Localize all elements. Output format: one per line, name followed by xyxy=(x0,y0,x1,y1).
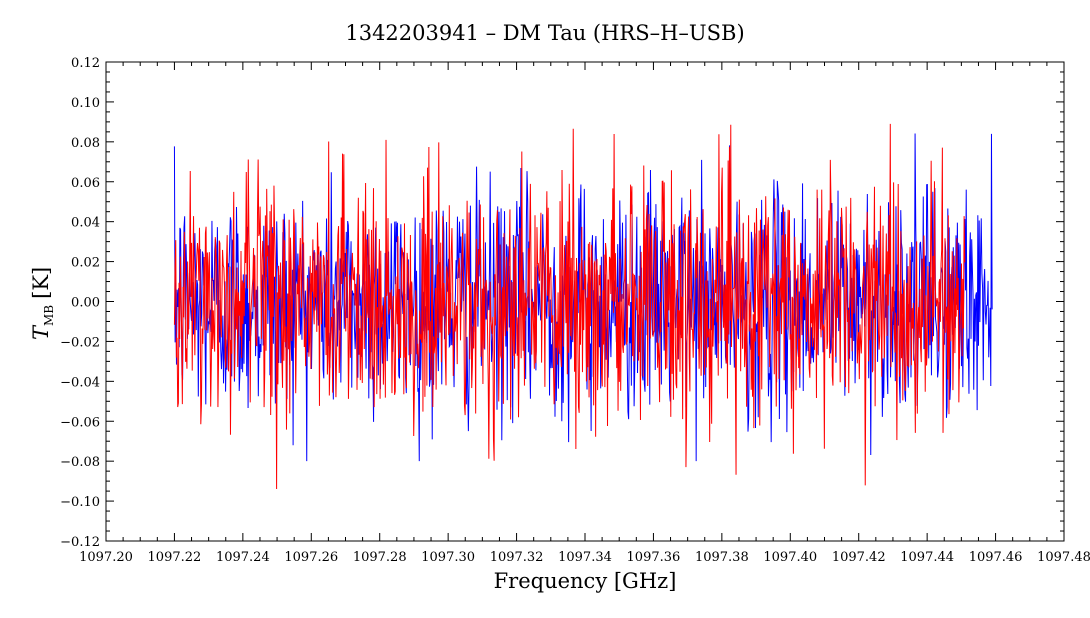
y-tick-label: −0.08 xyxy=(60,455,100,470)
y-axis-label-main: T xyxy=(29,324,53,340)
x-axis-ticks: 1097.20 1097.22 1097.24 1097.26 1097.28 1097.… xyxy=(79,62,1090,565)
x-tick-label: 1097.22 xyxy=(148,550,202,565)
y-tick-label: −0.02 xyxy=(60,335,100,350)
series-line-2 xyxy=(173,123,966,489)
y-axis-label-text: TMB [K] xyxy=(29,267,56,340)
y-tick-label: −0.10 xyxy=(60,495,100,510)
y-tick-label: −0.04 xyxy=(60,375,100,390)
x-tick-label: 1097.42 xyxy=(832,550,886,565)
x-tick-label: 1097.48 xyxy=(1037,550,1090,565)
y-tick-label: −0.12 xyxy=(60,535,100,550)
y-tick-label: 0.04 xyxy=(71,216,100,231)
x-tick-label: 1097.38 xyxy=(695,550,749,565)
x-tick-label: 1097.30 xyxy=(421,550,475,565)
x-tick-label: 1097.40 xyxy=(763,550,817,565)
y-axis-label-unit: [K] xyxy=(29,267,53,299)
x-axis-label: Frequency [GHz] xyxy=(494,569,677,593)
y-tick-label: 0.00 xyxy=(71,296,100,311)
x-tick-label: 1097.20 xyxy=(79,550,133,565)
y-axis-label-sub: MB xyxy=(42,305,56,326)
series-layer xyxy=(173,123,993,489)
y-tick-label: 0.08 xyxy=(71,136,100,151)
chart-title: 1342203941 – DM Tau (HRS–H–USB) xyxy=(345,21,744,45)
plot-area: 1097.20 1097.22 1097.24 1097.26 1097.28 1097.… xyxy=(60,56,1090,565)
x-tick-label: 1097.28 xyxy=(353,550,407,565)
y-axis-ticks: 0.12 0.10 0.08 0.06 0.04 0.02 0.00 −0.02 −0.04 −0… xyxy=(60,56,1064,550)
x-tick-label: 1097.32 xyxy=(490,550,544,565)
y-tick-label: 0.06 xyxy=(71,176,100,191)
y-tick-label: 0.12 xyxy=(71,56,100,71)
y-axis-label: TMB [K] xyxy=(29,267,56,340)
x-tick-label: 1097.24 xyxy=(216,550,270,565)
y-tick-label: 0.02 xyxy=(71,256,100,271)
x-tick-label: 1097.34 xyxy=(558,550,612,565)
x-tick-label: 1097.36 xyxy=(627,550,681,565)
y-tick-label: −0.06 xyxy=(60,415,100,430)
y-tick-label: 0.10 xyxy=(71,96,100,111)
x-tick-label: 1097.46 xyxy=(969,550,1023,565)
x-tick-label: 1097.26 xyxy=(284,550,338,565)
x-tick-label: 1097.44 xyxy=(900,550,954,565)
